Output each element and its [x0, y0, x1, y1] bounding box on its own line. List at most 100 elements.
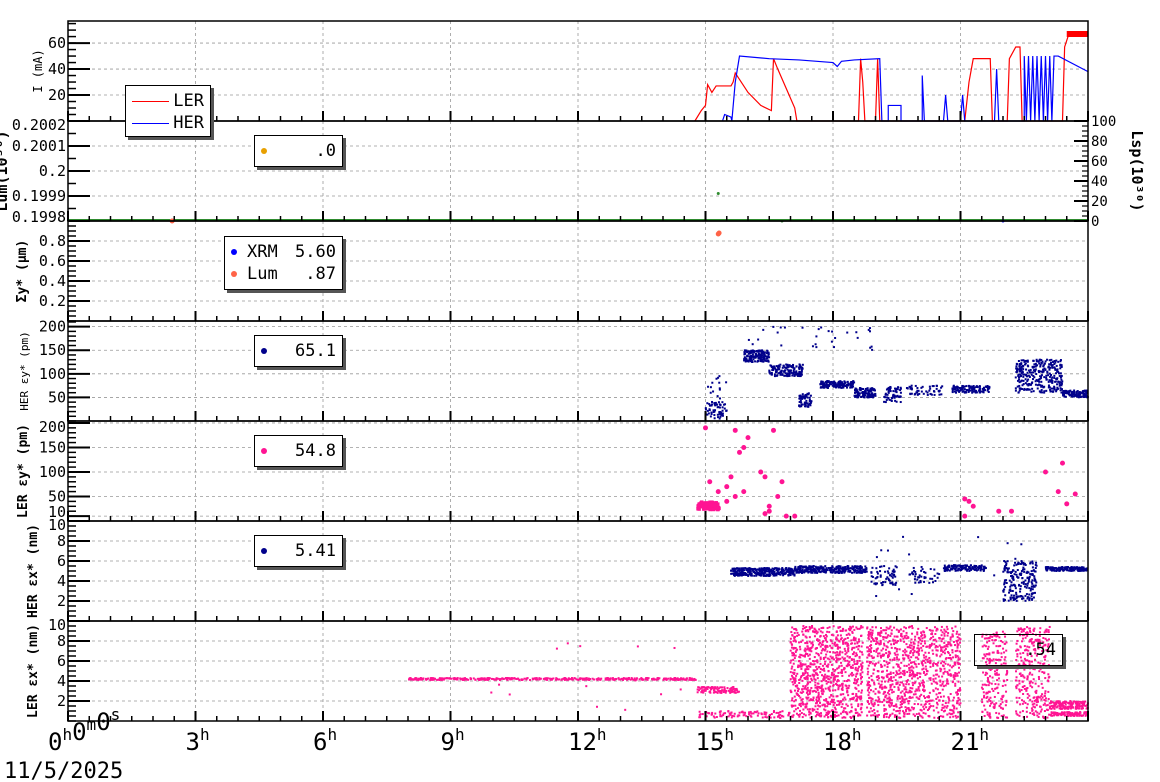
data-point: [905, 691, 908, 694]
data-point: [810, 650, 813, 653]
data-point: [928, 389, 931, 392]
data-point: [921, 385, 924, 388]
data-point: [718, 397, 721, 400]
data-point: [929, 679, 932, 682]
data-point: [853, 571, 856, 574]
data-point: [856, 569, 859, 572]
data-point: [863, 396, 866, 399]
data-point: [790, 674, 793, 677]
data-point: [813, 663, 816, 666]
data-point: [712, 390, 715, 393]
data-point: [969, 564, 972, 567]
data-point: [727, 715, 730, 718]
data-point: [819, 667, 822, 670]
data-point: [1058, 382, 1061, 385]
data-point: [1057, 360, 1060, 363]
data-point: [813, 708, 816, 711]
data-point: [918, 574, 921, 577]
data-point: [1036, 360, 1039, 363]
data-point: [887, 577, 890, 580]
data-point: [828, 710, 831, 713]
data-point: [844, 641, 847, 644]
data-point: [840, 705, 843, 708]
data-point: [844, 637, 847, 640]
data-point: [781, 570, 784, 573]
data-point: [609, 677, 612, 680]
data-point: [1040, 358, 1043, 361]
data-point: [737, 714, 740, 717]
data-point: [932, 674, 935, 677]
data-point: [807, 668, 810, 671]
data-point: [856, 669, 859, 672]
data-point: [806, 681, 809, 684]
data-point: [831, 565, 834, 568]
data-point: [816, 689, 819, 692]
data-point: [954, 644, 957, 647]
data-point: [935, 640, 938, 643]
data-point: [1051, 390, 1054, 393]
data-point: [580, 677, 583, 680]
data-point: [838, 685, 841, 688]
data-point: [786, 364, 789, 367]
data-point: [714, 501, 718, 505]
data-point: [738, 569, 741, 572]
data-point: [582, 677, 585, 680]
data-point: [919, 684, 922, 687]
data-point: [1029, 589, 1032, 592]
data-point: [817, 691, 820, 694]
data-point: [917, 703, 920, 706]
data-point: [762, 572, 765, 575]
data-point: [832, 570, 835, 573]
data-point: [911, 632, 914, 635]
data-point: [920, 646, 923, 649]
data-point: [1019, 367, 1022, 370]
data-point: [836, 651, 839, 654]
data-point: [824, 705, 827, 708]
data-point: [946, 565, 949, 568]
data-point: [750, 356, 753, 359]
data-point: [814, 686, 817, 689]
data-point: [716, 688, 719, 691]
data-point: [831, 382, 834, 385]
data-point: [880, 549, 883, 552]
data-point: [926, 393, 929, 396]
data-point: [905, 688, 908, 691]
data-point: [873, 702, 876, 705]
data-point: [741, 444, 747, 450]
data-point: [803, 713, 806, 716]
data-point: [724, 484, 730, 490]
data-point: [893, 652, 896, 655]
data-point: [898, 683, 901, 686]
data-point: [855, 695, 858, 698]
data-point: [760, 356, 763, 359]
data-point: [829, 676, 832, 679]
data-point: [851, 664, 854, 667]
data-point: [952, 711, 955, 714]
data-point: [745, 572, 748, 575]
data-point: [718, 406, 721, 409]
data-point: [886, 570, 889, 573]
data-point: [495, 677, 498, 680]
data-point: [792, 714, 795, 717]
data-point: [798, 679, 801, 682]
data-point: [1022, 383, 1025, 386]
data-point: [665, 677, 668, 680]
data-point: [850, 639, 853, 642]
data-point: [800, 698, 803, 701]
data-point: [749, 357, 752, 360]
data-point: [884, 713, 887, 716]
data-point: [557, 678, 560, 681]
data-point: [895, 400, 898, 403]
data-point: [864, 565, 867, 568]
data-point: [790, 667, 793, 670]
data-point: [1015, 573, 1018, 576]
data-point: [1048, 567, 1051, 570]
data-point: [722, 691, 725, 694]
data-point: [924, 673, 927, 676]
data-point: [719, 404, 722, 407]
data-point: [839, 383, 842, 386]
data-point: [885, 701, 888, 704]
data-point: [775, 572, 778, 575]
data-point: [1005, 582, 1008, 585]
data-point: [742, 711, 745, 714]
